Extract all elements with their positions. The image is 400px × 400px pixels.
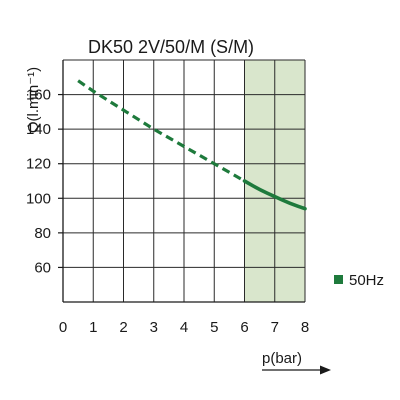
x-tick-label: 8 [301, 319, 309, 336]
x-tick-label: 5 [210, 319, 218, 336]
legend-swatch [334, 275, 343, 284]
y-tick-label: 60 [34, 259, 51, 276]
x-tick-label: 4 [180, 319, 188, 336]
series-layer [77, 79, 307, 211]
x-tick-label: 7 [271, 319, 279, 336]
x-tick-label: 6 [240, 319, 248, 336]
y-tick-label: 80 [34, 225, 51, 242]
axis-layer [58, 60, 305, 303]
chart-title: DK50 2V/50/M (S/M) [88, 37, 254, 57]
x-tick-label: 3 [150, 319, 158, 336]
y-tick-label: 120 [26, 156, 51, 173]
x-tick-label: 0 [59, 319, 67, 336]
y-axis-label: Q(l.min⁻¹) [25, 67, 42, 133]
grid-layer [63, 59, 306, 302]
x-tick-label: 2 [119, 319, 127, 336]
tick-labels-layer: 60 80 100 120 140 160 0 1 2 3 4 5 6 7 8 [26, 87, 309, 336]
y-tick-label: 160 [26, 87, 51, 104]
legend-label: 50Hz [349, 272, 384, 289]
series-line-solid [242, 179, 307, 211]
y-tick-label: 100 [26, 190, 51, 207]
x-tick-label: 1 [89, 319, 97, 336]
series-line-dashed [77, 79, 246, 183]
x-axis-arrowhead [320, 365, 331, 375]
x-axis-label: p(bar) [262, 350, 302, 367]
y-tick-label: 140 [26, 121, 51, 138]
